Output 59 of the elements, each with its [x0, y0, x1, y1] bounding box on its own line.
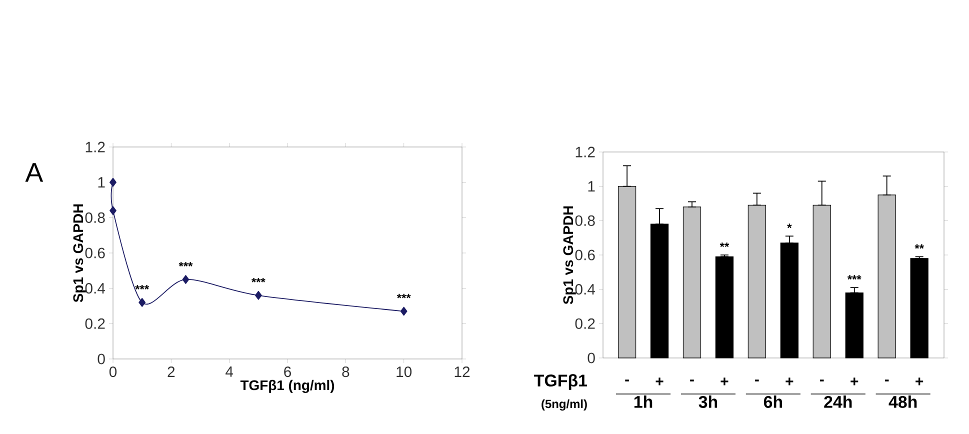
y-axis-title: Sp1 vs GAPDH — [73, 204, 86, 302]
text: - — [690, 380, 694, 382]
y-tick-label: 0.8 — [85, 212, 105, 223]
bar — [845, 292, 864, 358]
x-axis-title: TGFβ1 (ng/ml) — [240, 380, 334, 393]
text: (5ng/ml) — [542, 399, 587, 411]
point — [400, 306, 408, 316]
text: - — [820, 380, 824, 382]
x-tick-label: 6h — [764, 396, 782, 408]
bar — [910, 258, 928, 358]
y-tick-label: 0 — [98, 354, 105, 364]
x-tick-label: 4 — [226, 366, 234, 377]
point — [110, 206, 116, 216]
text: + — [786, 378, 794, 386]
x-tick-label: 0 — [109, 366, 117, 378]
y-tick-label: 0.8 — [575, 215, 595, 226]
text: + — [850, 378, 858, 386]
y-tick-label: 1 — [98, 177, 105, 188]
series-label: + — [656, 378, 664, 386]
y-tick-label: 0.6 — [575, 250, 595, 260]
x-axis-title: TGFβ1 — [534, 374, 588, 390]
y-tick-label: 0.2 — [85, 318, 105, 329]
y-tick-label: 0.2 — [575, 318, 595, 329]
x-tick-label: 48h — [888, 396, 917, 408]
x-tick-label: 8 — [342, 366, 350, 378]
x-tick-label: 24h — [824, 396, 852, 408]
x-tick-label: 10 — [396, 366, 412, 378]
point — [110, 178, 116, 187]
y-tick-label: 0.6 — [85, 248, 105, 258]
annotation: *** — [396, 294, 411, 298]
y-tick-label: 1.2 — [86, 142, 105, 152]
point — [182, 275, 190, 284]
x-tick-label: 1h — [634, 396, 652, 408]
annotation: *** — [178, 262, 193, 267]
point — [138, 298, 146, 307]
y-tick-label: 1 — [588, 181, 595, 192]
point — [254, 290, 262, 300]
data-label: ** — [720, 242, 730, 248]
bar — [715, 256, 734, 358]
x-tick-label: 2 — [168, 366, 175, 377]
annotation: *** — [251, 278, 266, 282]
y-axis-title: Sp1 vs GAPDH — [563, 206, 576, 304]
data-label: ** — [914, 244, 924, 249]
data-label: * — [787, 224, 792, 228]
y-tick-label: 0 — [588, 352, 595, 364]
text: A — [25, 163, 44, 182]
text: + — [916, 378, 924, 386]
y-tick-label: 0.4 — [575, 284, 596, 295]
text: - — [755, 380, 759, 382]
y-tick-label: 1.2 — [576, 146, 595, 158]
text: - — [884, 380, 889, 382]
x-tick-label: 3h — [698, 396, 718, 408]
data-label: *** — [847, 275, 862, 280]
x-tick-label: 6 — [284, 366, 292, 378]
series-label: - — [625, 380, 629, 382]
x-tick-label: 12 — [454, 366, 470, 377]
y-tick-label: 0.4 — [85, 283, 106, 294]
text: + — [720, 378, 728, 386]
annotation: *** — [135, 285, 150, 290]
